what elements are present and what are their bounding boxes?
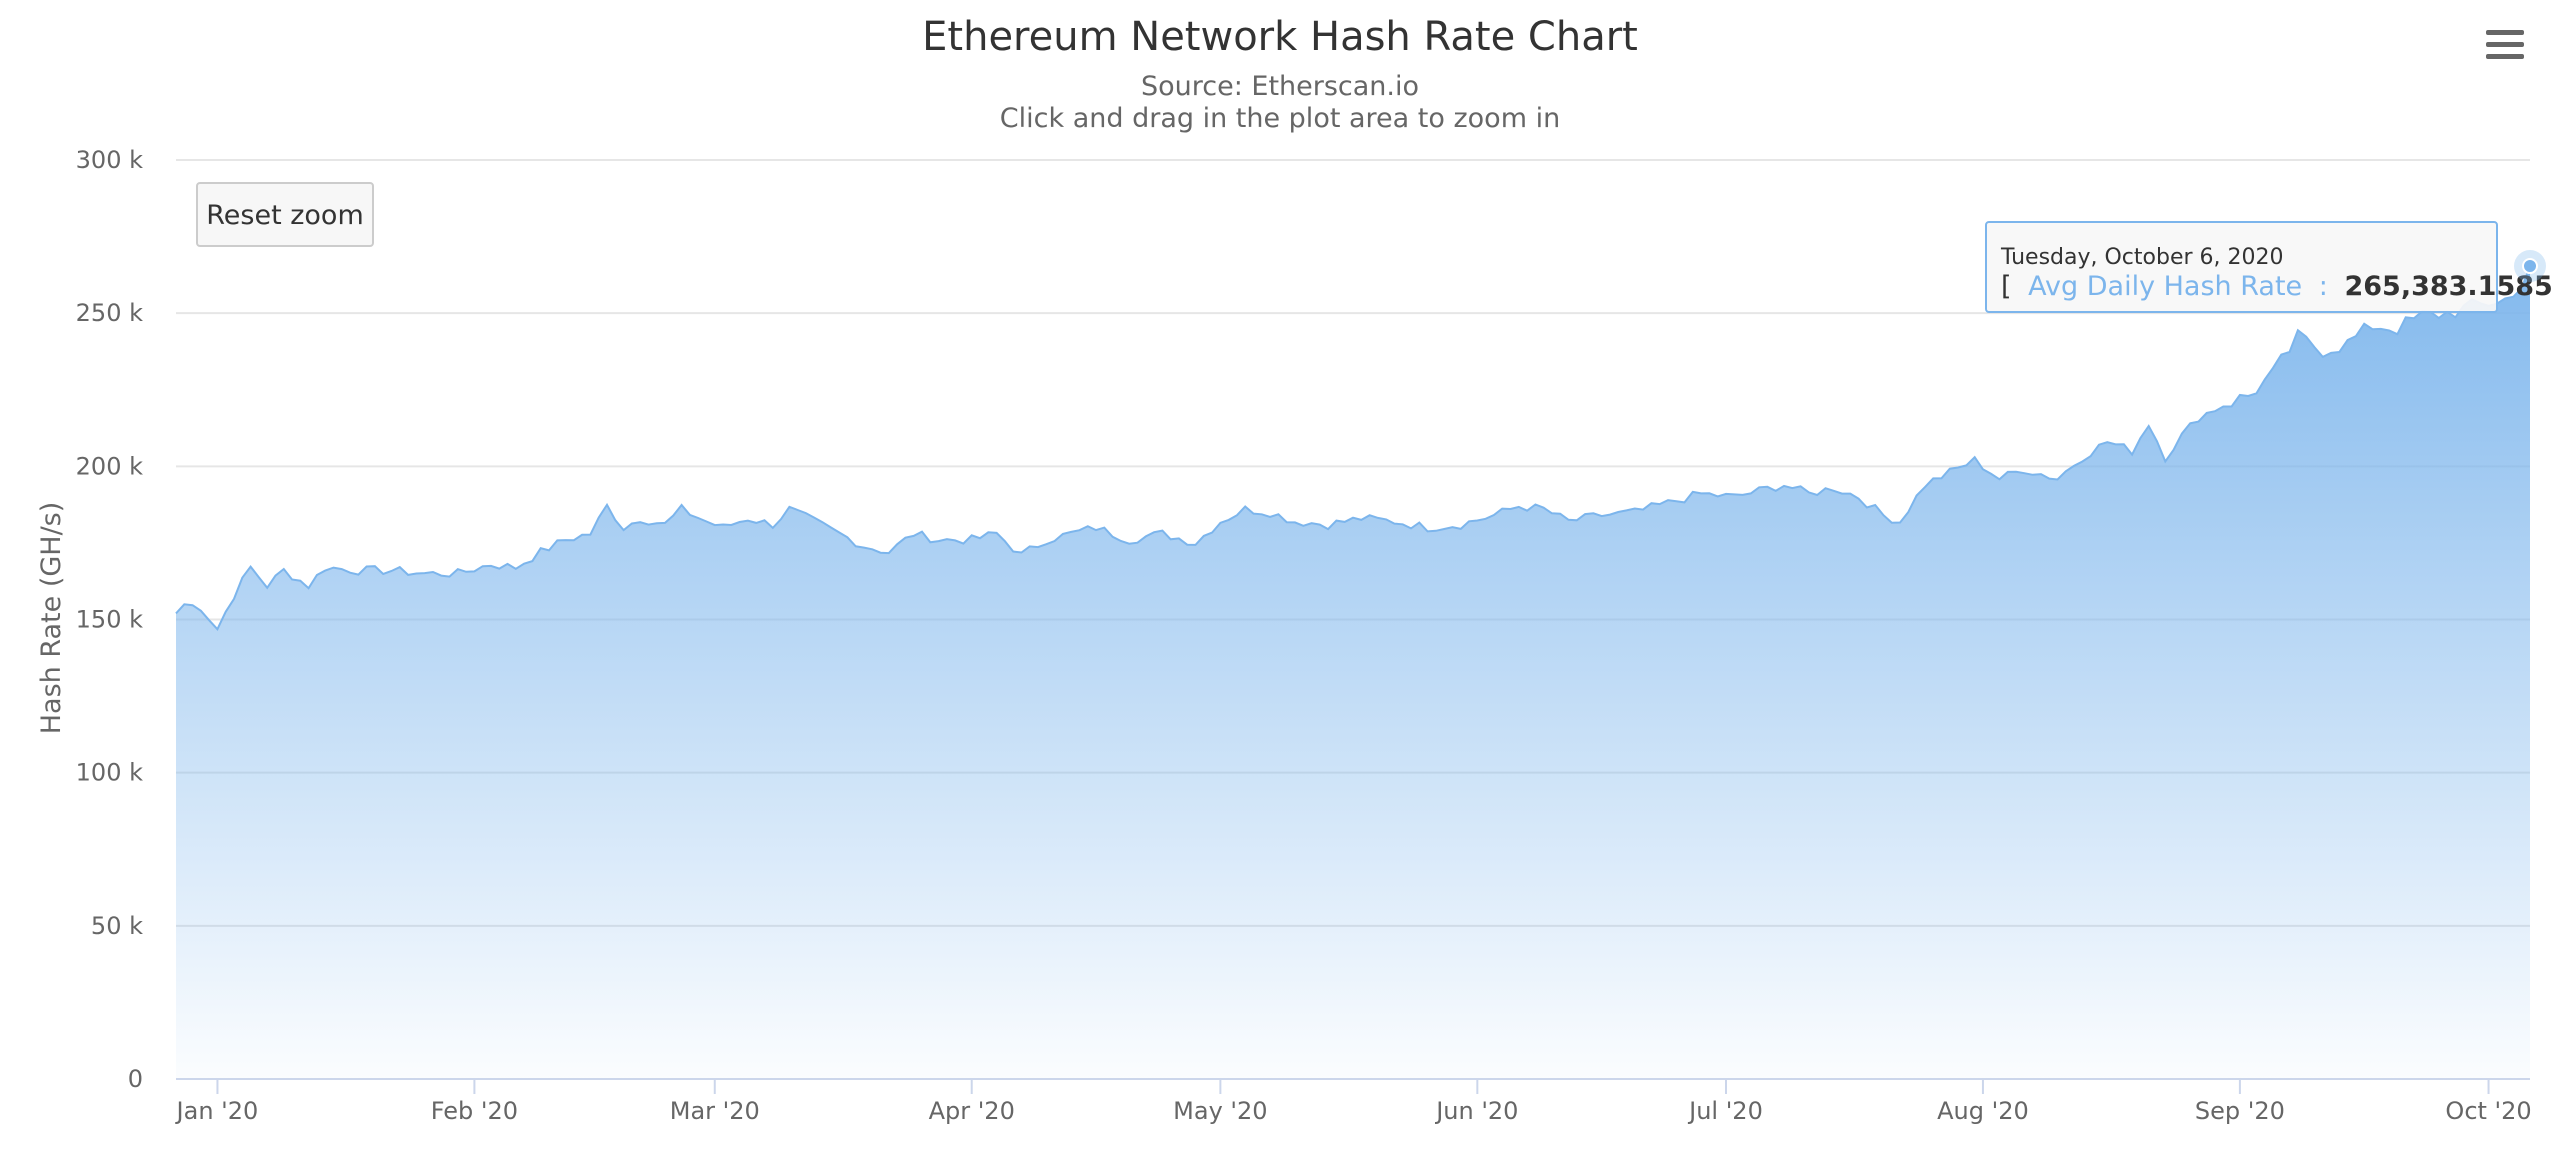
reset-zoom-label: Reset zoom [206,200,364,231]
x-tick-label: Jul '20 [1687,1097,1763,1125]
y-tick-label: 200 k [76,452,143,480]
hover-point [2522,258,2538,275]
series-area-fill [176,266,2530,1079]
x-tick-label: Sep '20 [2195,1097,2285,1125]
y-tick-labels: 0 50 k 100 k 150 k 200 k 250 k 300 k [76,146,143,1093]
tooltip: Tuesday, October 6, 2020 [ Avg Daily Has… [1985,221,2560,313]
hover-marker-layer [2514,250,2546,283]
tooltip-value: 265,383.1585 [2344,271,2552,302]
series-layer [175,265,2531,1079]
x-tick-label: May '20 [1173,1097,1267,1125]
tooltip-separator: : [2319,271,2328,302]
tooltip-bracket-open: [ [2001,271,2012,302]
x-tick-label: Jun '20 [1434,1097,1518,1125]
x-ticks [216,1079,2490,1094]
tooltip-series-name: Avg Daily Hash Rate [2028,271,2302,302]
y-tick-label: 150 k [76,606,143,634]
y-tick-label: 250 k [76,299,143,327]
hamburger-menu-icon[interactable] [2486,30,2524,59]
series-line [175,265,2531,631]
reset-zoom-button[interactable]: Reset zoom [196,182,374,247]
x-tick-label: Feb '20 [431,1097,518,1125]
y-tick-label: 0 [128,1065,143,1093]
y-tick-label: 50 k [91,912,143,940]
x-tick-labels: Jan '20 Feb '20 Mar '20 Apr '20 May '20 Jun '… [175,1097,2532,1125]
x-tick-label: Mar '20 [670,1097,760,1125]
tooltip-date: Tuesday, October 6, 2020 [2000,245,2284,270]
chart-subtitle-source: Source: Etherscan.io [1141,71,1419,102]
y-axis-title: Hash Rate (GH/s) [36,502,67,735]
x-tick-label: Apr '20 [929,1097,1015,1125]
chart-title: Ethereum Network Hash Rate Chart [922,14,1638,60]
x-tick-label: Aug '20 [1937,1097,2029,1125]
chart-subtitle-zoom-hint: Click and drag in the plot area to zoom … [1000,103,1560,134]
y-tick-label: 300 k [76,146,143,174]
y-tick-label: 100 k [76,759,143,787]
x-tick-label: Jan '20 [175,1097,259,1125]
tooltip-value-line: [ Avg Daily Hash Rate : 265,383.1585 ] [2001,271,2560,302]
x-tick-label: Oct '20 [2445,1097,2531,1125]
